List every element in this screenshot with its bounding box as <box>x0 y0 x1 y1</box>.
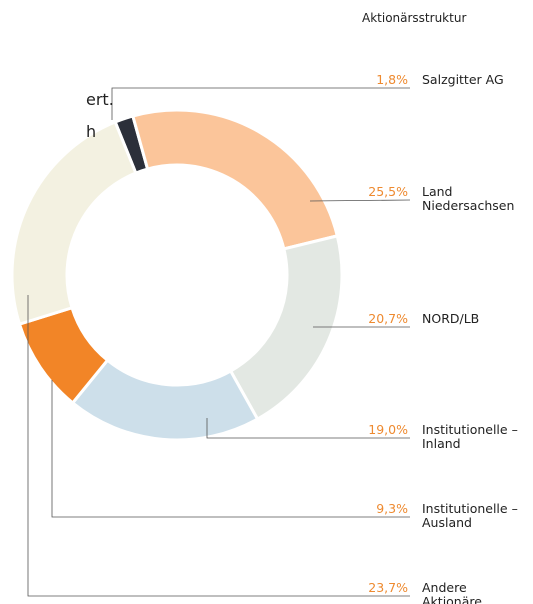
category-label: Salzgitter AG <box>422 72 504 87</box>
leader-line <box>51 380 410 518</box>
leader-line <box>206 418 410 439</box>
text-fragment: h <box>86 122 97 141</box>
text-fragment: ert. <box>86 90 114 109</box>
category-label: Institutionelle – Ausland <box>422 501 518 530</box>
donut-segment <box>228 234 344 422</box>
leader-line <box>27 295 410 597</box>
value-label: 20,7% <box>368 311 408 326</box>
value-label: 23,7% <box>368 580 408 595</box>
category-label: Land Niedersachsen <box>422 184 515 213</box>
leader-line <box>309 199 411 202</box>
value-label: 19,0% <box>368 422 408 437</box>
category-label: Andere Aktionäre <box>422 580 482 604</box>
category-label: Institutionelle – Inland <box>422 422 518 451</box>
chart-title: Aktionärsstruktur <box>362 11 467 25</box>
leader-line <box>111 87 410 120</box>
category-label: NORD/LB <box>422 311 480 326</box>
donut-segment <box>131 108 340 251</box>
value-label: 9,3% <box>376 501 408 516</box>
value-label: 25,5% <box>368 184 408 199</box>
donut-segment <box>10 120 138 327</box>
value-label: 1,8% <box>376 72 408 87</box>
donut-segment <box>70 358 260 442</box>
